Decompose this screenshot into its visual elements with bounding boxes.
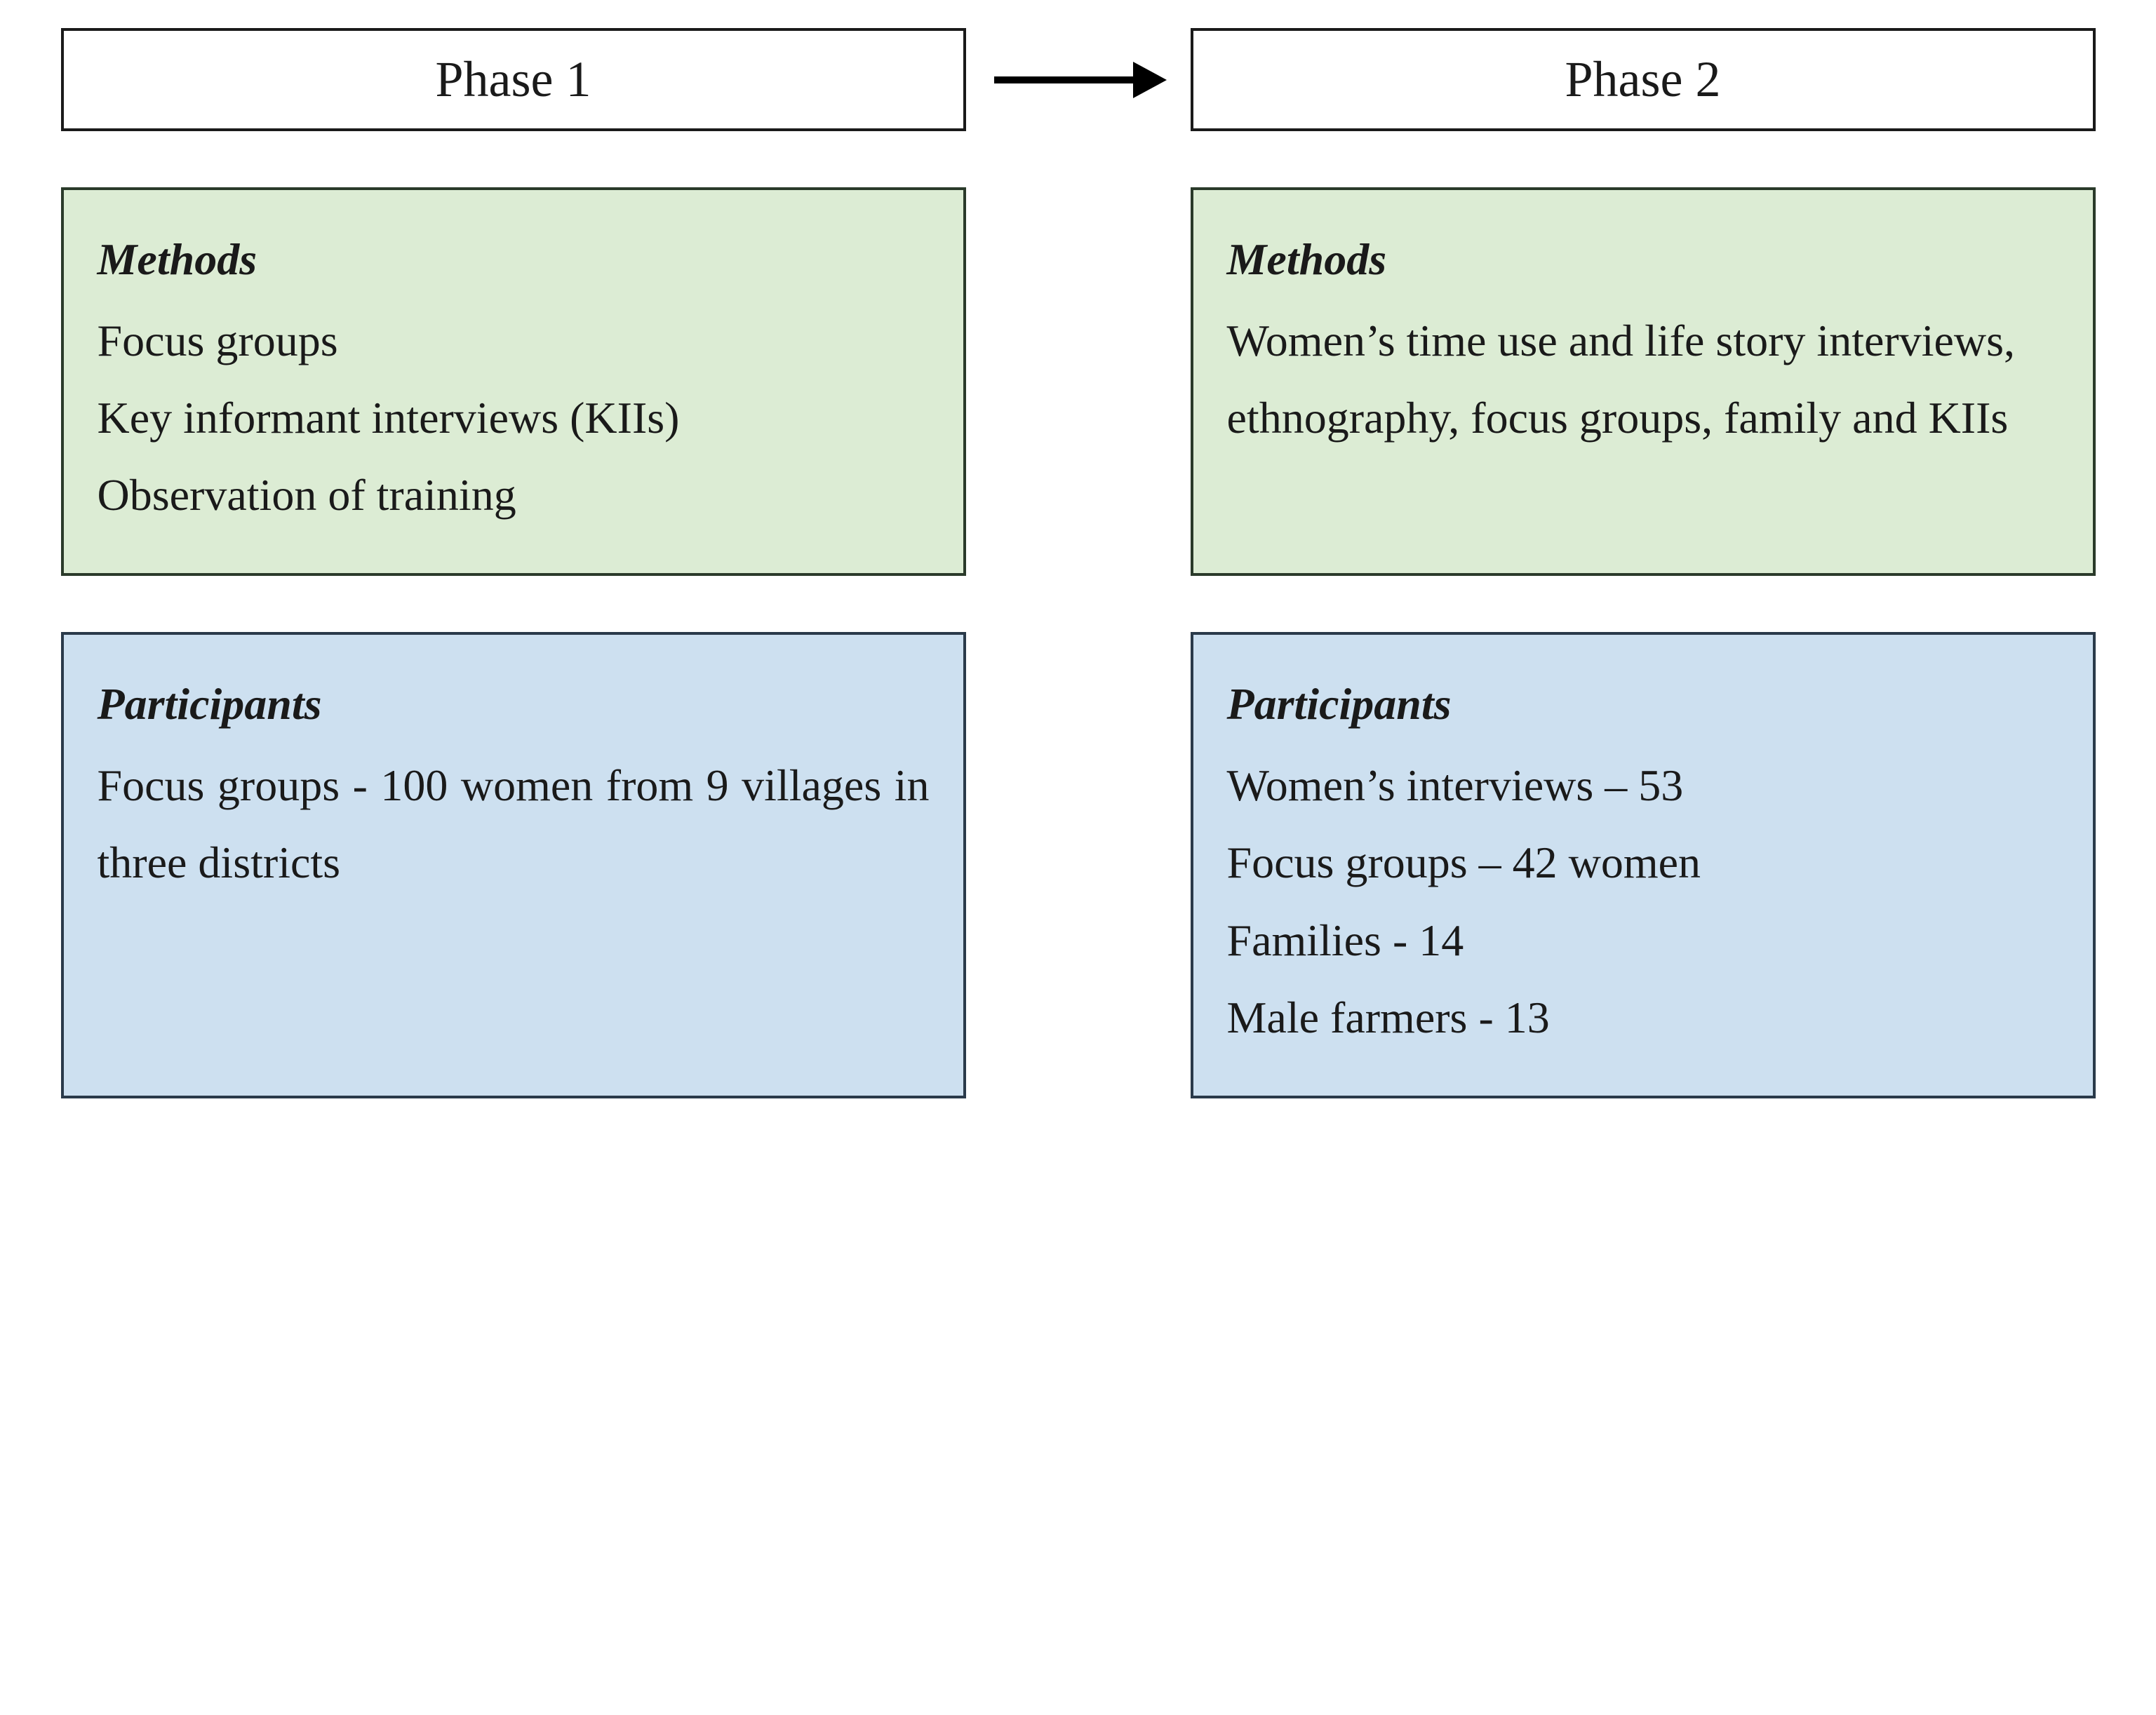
spacer xyxy=(994,187,1163,576)
phase2-methods-box: Methods Women’s time use and life story … xyxy=(1191,187,2096,576)
phase1-participants-body: Focus groups - 100 women from 9 villages… xyxy=(98,747,930,901)
phase1-header-box: Phase 1 xyxy=(61,28,966,131)
phase1-label: Phase 1 xyxy=(436,51,591,107)
arrow-line xyxy=(994,76,1141,83)
phase1-methods-body: Focus groupsKey informant interviews (KI… xyxy=(98,302,930,534)
phase2-participants-body: Women’s interviews – 53Focus groups – 42… xyxy=(1227,747,2059,1056)
phase2-participants-title: Participants xyxy=(1227,666,2059,743)
phase2-label: Phase 2 xyxy=(1565,51,1721,107)
phase2-header-box: Phase 2 xyxy=(1191,28,2096,131)
phase2-methods-body: Women’s time use and life story intervie… xyxy=(1227,302,2059,457)
phase1-methods-title: Methods xyxy=(98,221,930,298)
phase1-methods-box: Methods Focus groupsKey informant interv… xyxy=(61,187,966,576)
phase1-participants-title: Participants xyxy=(98,666,930,743)
phase-diagram: Phase 1 Phase 2 Methods Focus groupsKey … xyxy=(61,28,2096,1098)
phase1-participants-box: Participants Focus groups - 100 women fr… xyxy=(61,632,966,1098)
phase-arrow xyxy=(994,76,1163,83)
phase2-participants-box: Participants Women’s interviews – 53Focu… xyxy=(1191,632,2096,1098)
phase2-methods-title: Methods xyxy=(1227,221,2059,298)
arrow-head-icon xyxy=(1133,62,1167,98)
spacer xyxy=(994,632,1163,1098)
arrow-cell xyxy=(994,28,1163,131)
